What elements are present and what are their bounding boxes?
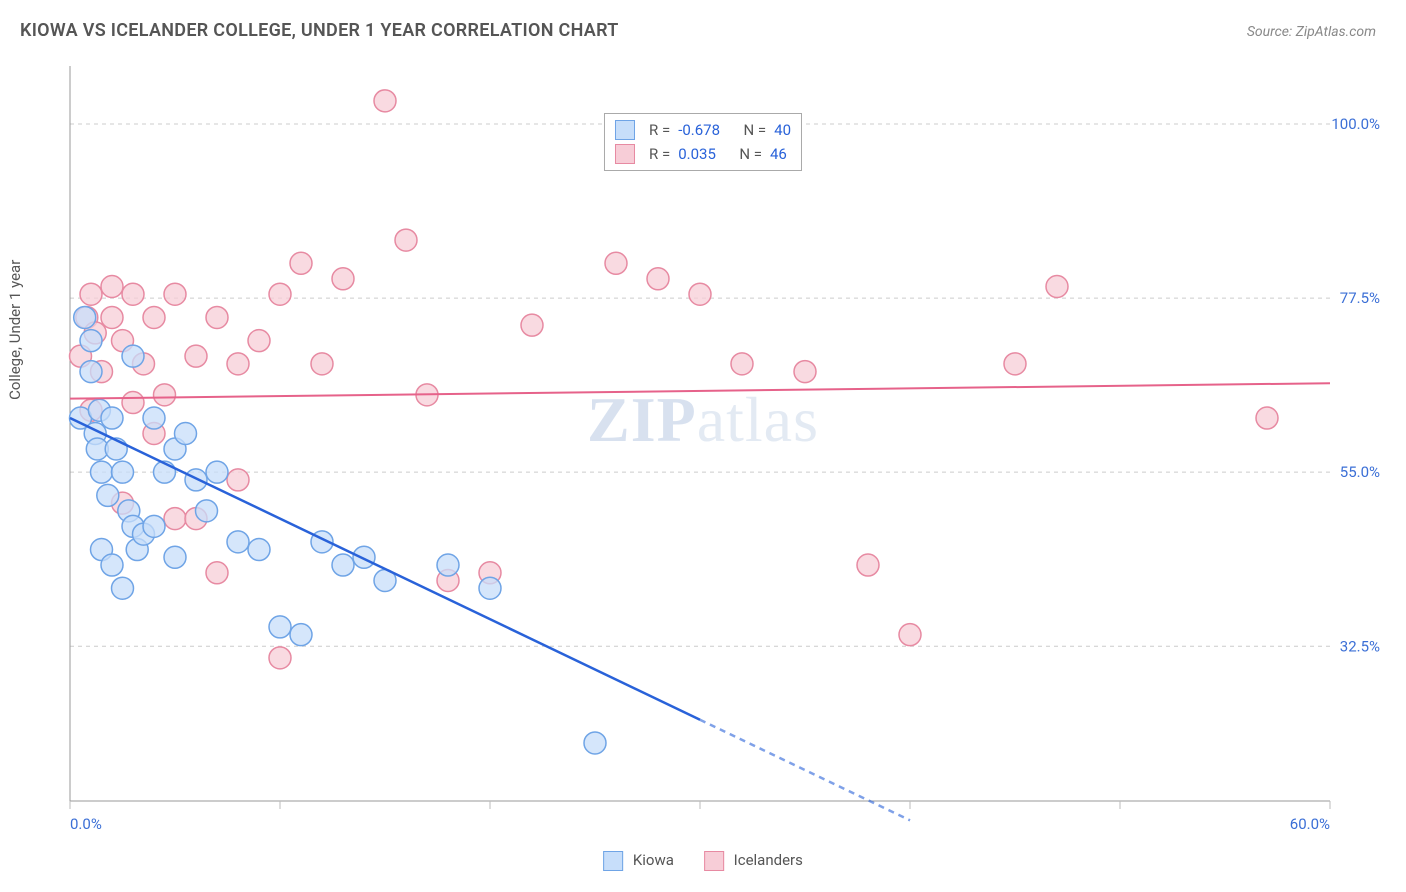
svg-text:100.0%: 100.0%	[1331, 115, 1380, 133]
chart-title: KIOWA VS ICELANDER COLLEGE, UNDER 1 YEAR…	[20, 20, 619, 41]
kiowa-swatch-icon	[603, 851, 623, 871]
legend-item-kiowa: Kiowa	[603, 851, 674, 871]
svg-text:0.0%: 0.0%	[70, 815, 102, 833]
chart-area: College, Under 1 year ZIPatlas 32.5%55.0…	[20, 51, 1386, 871]
icelanders-swatch-icon	[704, 851, 724, 871]
legend-row-icelanders: R = 0.035 N = 46	[615, 142, 791, 166]
legend-item-icelanders: Icelanders	[704, 851, 803, 871]
svg-text:55.0%: 55.0%	[1340, 463, 1380, 481]
kiowa-swatch	[615, 120, 635, 140]
correlation-legend: R = -0.678 N = 40 R = 0.035 N = 46	[604, 113, 802, 171]
svg-text:77.5%: 77.5%	[1340, 289, 1380, 307]
chart-source: Source: ZipAtlas.com	[1247, 24, 1376, 40]
chart-header: KIOWA VS ICELANDER COLLEGE, UNDER 1 YEAR…	[0, 0, 1406, 51]
series-legend: Kiowa Icelanders	[603, 851, 803, 871]
svg-text:32.5%: 32.5%	[1340, 637, 1380, 655]
legend-row-kiowa: R = -0.678 N = 40	[615, 118, 791, 142]
y-axis-label: College, Under 1 year	[6, 260, 24, 400]
scatter-plot: 32.5% 55.0% 77.5% 100.0% 0.0% 60.0%	[20, 51, 1386, 871]
icelanders-swatch	[615, 144, 635, 164]
svg-text:60.0%: 60.0%	[1290, 815, 1330, 833]
